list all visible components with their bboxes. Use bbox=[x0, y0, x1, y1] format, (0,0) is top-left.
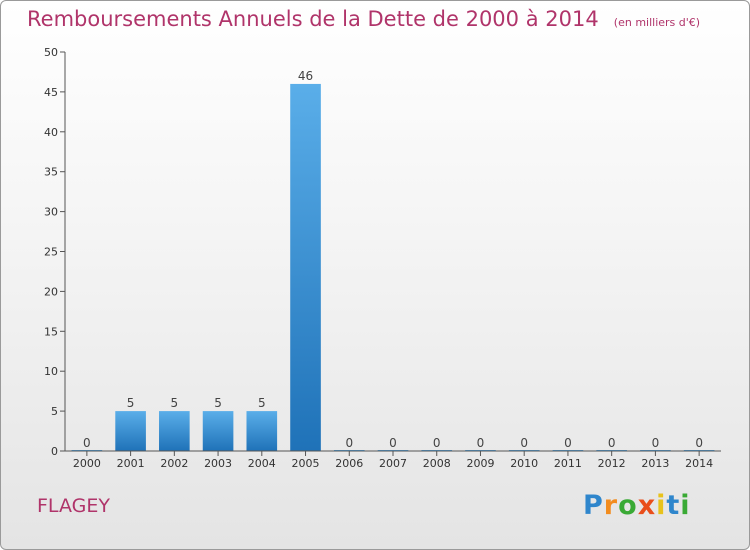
data-labels-group: 0 5 5 5 5 46 0 0 0 0 0 0 0 0 0 bbox=[83, 69, 703, 450]
data-label-2002: 5 bbox=[171, 396, 179, 410]
data-label-2007: 0 bbox=[389, 436, 397, 450]
x-tick-label-2004: 2004 bbox=[248, 457, 276, 470]
x-tick-label-2000: 2000 bbox=[73, 457, 101, 470]
logo-letter: t bbox=[666, 490, 681, 521]
x-tick-label-2011: 2011 bbox=[554, 457, 582, 470]
x-tick-label-2009: 2009 bbox=[466, 457, 494, 470]
data-label-2010: 0 bbox=[520, 436, 528, 450]
y-tick-label-10: 10 bbox=[44, 365, 58, 378]
title-block: Remboursements Annuels de la Dette de 20… bbox=[27, 7, 700, 31]
x-tick-label-2007: 2007 bbox=[379, 457, 407, 470]
x-tick-label-2005: 2005 bbox=[292, 457, 320, 470]
x-tick-label-2006: 2006 bbox=[335, 457, 363, 470]
data-label-2014: 0 bbox=[695, 436, 703, 450]
data-label-2013: 0 bbox=[652, 436, 660, 450]
data-label-2009: 0 bbox=[477, 436, 485, 450]
chart-title: Remboursements Annuels de la Dette de 20… bbox=[27, 7, 599, 31]
bar-2004 bbox=[246, 411, 278, 451]
bar-2005 bbox=[290, 83, 321, 452]
logo-letter: i bbox=[680, 490, 691, 521]
data-label-2008: 0 bbox=[433, 436, 441, 450]
x-tick-label-2013: 2013 bbox=[641, 457, 669, 470]
bars-group bbox=[71, 83, 715, 452]
data-label-2011: 0 bbox=[564, 436, 572, 450]
y-tick-label-5: 5 bbox=[51, 405, 58, 418]
logo-letter: i bbox=[656, 490, 667, 521]
proxiti-logo: Proxiti bbox=[583, 490, 691, 521]
x-tick-label-2012: 2012 bbox=[598, 457, 626, 470]
y-tick-label-40: 40 bbox=[44, 126, 58, 139]
bar-2003 bbox=[202, 411, 234, 451]
x-tick-label-2008: 2008 bbox=[423, 457, 451, 470]
y-tick-label-50: 50 bbox=[44, 46, 58, 59]
data-label-2000: 0 bbox=[83, 436, 91, 450]
chart-unit-note: (en milliers d'€) bbox=[613, 16, 701, 29]
logo-letter: P bbox=[583, 490, 604, 521]
y-tick-label-25: 25 bbox=[44, 246, 58, 259]
logo-letter: x bbox=[637, 490, 657, 521]
y-tick-label-15: 15 bbox=[44, 325, 58, 338]
x-tick-label-2001: 2001 bbox=[117, 457, 145, 470]
x-tick-label-2014: 2014 bbox=[685, 457, 713, 470]
data-label-2004: 5 bbox=[258, 396, 266, 410]
logo-letter: o bbox=[618, 490, 638, 521]
data-label-2006: 0 bbox=[345, 436, 353, 450]
logo-letter: r bbox=[603, 490, 619, 521]
y-tick-label-30: 30 bbox=[44, 206, 58, 219]
y-tick-label-20: 20 bbox=[44, 285, 58, 298]
x-tick-label-2003: 2003 bbox=[204, 457, 232, 470]
y-tick-label-45: 45 bbox=[44, 86, 58, 99]
bar-2002 bbox=[159, 411, 190, 451]
x-tick-label-2002: 2002 bbox=[160, 457, 188, 470]
data-label-2012: 0 bbox=[608, 436, 616, 450]
data-label-2005: 46 bbox=[298, 69, 313, 83]
bar-2001 bbox=[115, 411, 146, 451]
commune-name: FLAGEY bbox=[37, 495, 110, 517]
y-tick-label-35: 35 bbox=[44, 166, 58, 179]
data-label-2003: 5 bbox=[214, 396, 222, 410]
axes-group: 2000 2001 2002 2003 2004 2005 2006 2007 2008 2009… bbox=[44, 46, 721, 470]
y-tick-label-0: 0 bbox=[51, 445, 58, 458]
x-tick-label-2010: 2010 bbox=[510, 457, 538, 470]
data-label-2001: 5 bbox=[127, 396, 135, 410]
